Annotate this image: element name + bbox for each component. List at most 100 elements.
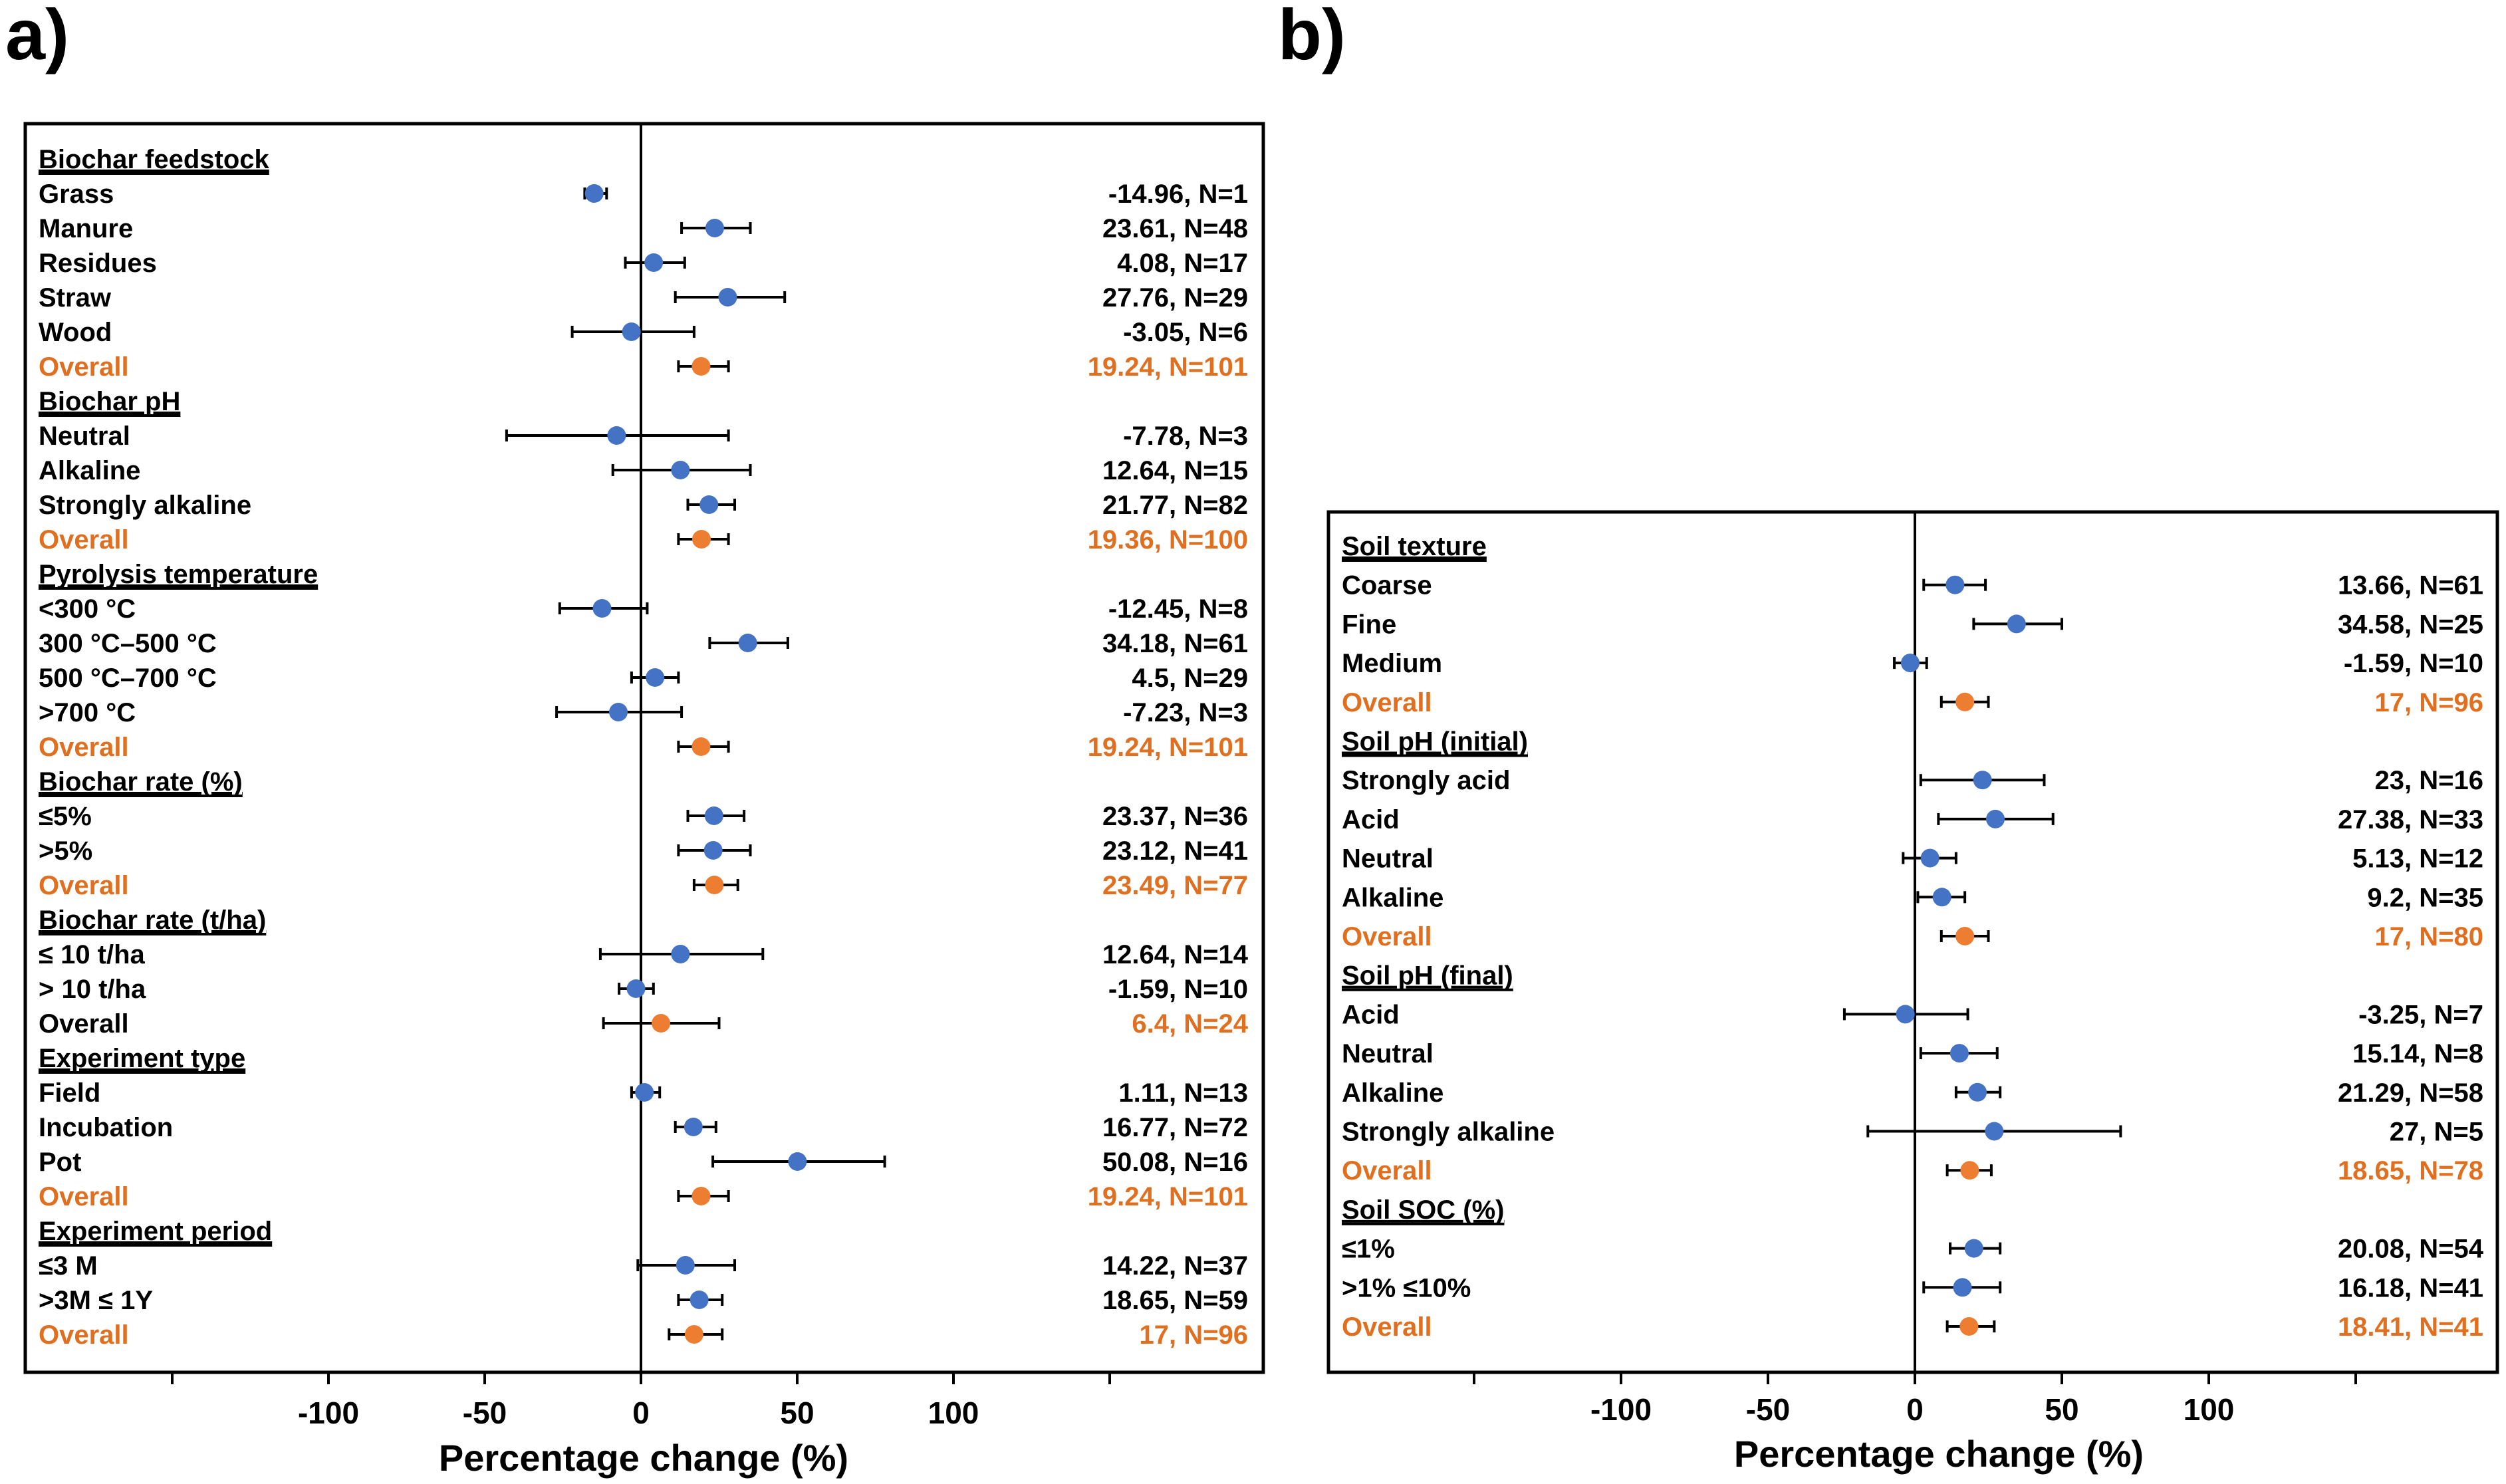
overall-label: Overall xyxy=(1342,688,1432,717)
effect-point xyxy=(788,1152,807,1171)
plot-frame xyxy=(1326,510,2499,1374)
row-label: Strongly alkaline xyxy=(1342,1118,1555,1147)
row-label: Coarse xyxy=(1342,571,1432,600)
row-annotation: 12.64, N=15 xyxy=(1102,456,1248,485)
row-label: Neutral xyxy=(1342,844,1434,874)
group-header-label: Soil pH (initial) xyxy=(1342,727,1528,757)
row-label: >1% ≤10% xyxy=(1342,1273,1471,1302)
row-annotation: 23.12, N=41 xyxy=(1102,836,1248,866)
x-tick-label: 50 xyxy=(780,1396,814,1430)
effect-point xyxy=(1949,1044,1969,1063)
row-label: Incubation xyxy=(39,1113,173,1142)
row-annotation: 13.66, N=61 xyxy=(2338,571,2483,600)
overall-effect-point xyxy=(1959,1317,1979,1336)
row-annotation: 9.2, N=35 xyxy=(2367,883,2483,912)
overall-label: Overall xyxy=(39,352,129,382)
row-label: Alkaline xyxy=(1342,883,1443,912)
panel-a-chart: -100 -50 0 50 100 Percentage change (%) Biocha… xyxy=(23,122,1265,1479)
effect-point xyxy=(1973,771,1992,790)
overall-effect-point xyxy=(691,737,711,756)
row-label: > 10 t/ha xyxy=(39,975,146,1004)
effect-point xyxy=(699,495,719,514)
row-label: Neutral xyxy=(39,422,130,451)
x-tick-label: 100 xyxy=(2184,1392,2235,1427)
overall-effect-point xyxy=(1960,1161,1979,1180)
overall-label: Overall xyxy=(39,525,129,555)
row-annotation: -12.45, N=8 xyxy=(1108,594,1248,624)
row-label: Pot xyxy=(39,1148,81,1177)
row-annotation: 16.77, N=72 xyxy=(1102,1113,1248,1142)
row-label: Residues xyxy=(39,249,157,278)
group-header-label: Experiment type xyxy=(39,1044,245,1073)
row-label: <300 °C xyxy=(39,594,136,624)
x-axis-title: Percentage change (%) xyxy=(1734,1433,2144,1475)
row-label: 500 °C–700 °C xyxy=(39,664,217,693)
effect-point xyxy=(646,668,665,687)
effect-point xyxy=(2007,614,2026,634)
panel-b-label: b) xyxy=(1278,0,1346,74)
effect-point xyxy=(718,288,737,307)
effect-point xyxy=(705,219,724,237)
effect-point xyxy=(689,1291,709,1309)
overall-label: Overall xyxy=(39,1320,129,1350)
group-header-label: Soil pH (final) xyxy=(1342,961,1513,991)
row-annotation: 18.65, N=59 xyxy=(1102,1286,1248,1315)
overall-effect-point xyxy=(691,1187,711,1205)
row-label: Acid xyxy=(1342,1000,1400,1029)
row-label: Alkaline xyxy=(1342,1078,1443,1108)
effect-point xyxy=(592,599,612,618)
overall-label: Overall xyxy=(1342,1156,1432,1185)
effect-point xyxy=(1900,654,1920,673)
effect-point xyxy=(738,634,757,652)
row-annotation: 12.64, N=14 xyxy=(1102,940,1249,969)
overall-label: Overall xyxy=(39,733,129,762)
effect-point xyxy=(635,1083,654,1102)
row-annotation: 34.58, N=25 xyxy=(2338,610,2483,639)
x-tick-label: -100 xyxy=(1590,1392,1652,1427)
row-annotation: 27.76, N=29 xyxy=(1102,283,1248,312)
overall-label: Overall xyxy=(1342,1312,1432,1342)
group-header-label: Biochar rate (%) xyxy=(39,767,243,797)
overall-label: Overall xyxy=(39,1182,129,1211)
overall-annotation: 18.41, N=41 xyxy=(2338,1312,2483,1342)
effect-point xyxy=(704,806,723,825)
row-annotation: -3.05, N=6 xyxy=(1123,318,1248,347)
overall-label: Overall xyxy=(39,871,129,900)
overall-annotation: 23.49, N=77 xyxy=(1102,871,1248,900)
overall-effect-point xyxy=(1955,692,1975,711)
overall-label: Overall xyxy=(39,1009,129,1039)
overall-effect-point xyxy=(691,530,711,549)
x-tick-label: 0 xyxy=(1906,1392,1924,1427)
row-label: Strongly alkaline xyxy=(39,491,251,520)
effect-point xyxy=(1920,848,1940,868)
x-tick-label: 50 xyxy=(2045,1392,2078,1427)
overall-effect-point xyxy=(652,1014,671,1033)
effect-point xyxy=(703,841,723,860)
x-axis-title: Percentage change (%) xyxy=(439,1437,848,1479)
effect-point xyxy=(1932,888,1951,907)
overall-annotation: 17, N=80 xyxy=(2375,922,2483,951)
row-annotation: 20.08, N=54 xyxy=(2338,1235,2484,1264)
overall-annotation: 18.65, N=78 xyxy=(2338,1156,2483,1185)
overall-effect-point xyxy=(684,1325,703,1344)
row-annotation: 34.18, N=61 xyxy=(1102,629,1248,658)
row-label: ≤3 M xyxy=(39,1251,98,1281)
row-label: >700 °C xyxy=(39,698,136,727)
row-annotation: -7.78, N=3 xyxy=(1123,422,1248,451)
effect-point xyxy=(1986,809,2005,828)
row-annotation: 14.22, N=37 xyxy=(1102,1251,1248,1281)
group-header-label: Biochar feedstock xyxy=(39,145,270,174)
effect-point xyxy=(626,979,646,998)
row-annotation: 21.77, N=82 xyxy=(1102,491,1248,520)
row-label: Fine xyxy=(1342,610,1396,639)
row-label: Manure xyxy=(39,214,133,243)
overall-label: Overall xyxy=(1342,922,1432,951)
effect-point xyxy=(644,253,664,272)
group-header-label: Soil SOC (%) xyxy=(1342,1195,1504,1225)
overall-annotation: 19.24, N=101 xyxy=(1088,733,1248,762)
panel-b-chart: -100 -50 0 50 100 Percentage change (%) Soil t… xyxy=(1326,510,2499,1475)
group-header-label: Pyrolysis temperature xyxy=(39,560,318,589)
effect-point xyxy=(607,426,626,445)
group-header-label: Experiment period xyxy=(39,1217,272,1246)
row-annotation: -1.59, N=10 xyxy=(1108,975,1248,1004)
